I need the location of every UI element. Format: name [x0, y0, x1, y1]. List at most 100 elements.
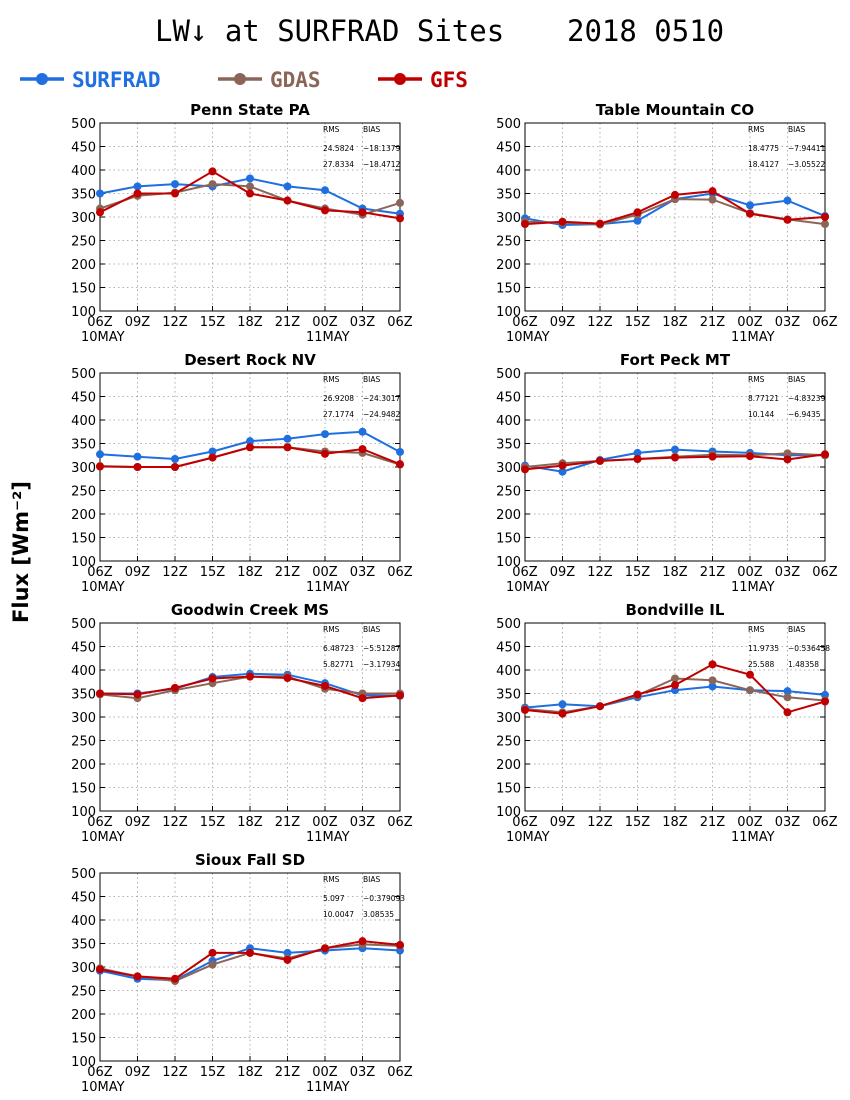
legend-label-surfrad: SURFRAD	[72, 68, 161, 92]
panel-title: Fort Peck MT	[620, 351, 731, 369]
data-point-surfrad	[783, 687, 792, 696]
data-point-gfs	[708, 452, 717, 461]
series-gdas	[521, 195, 829, 229]
stats-header-bias: BIAS	[788, 375, 805, 384]
stats-gdas-bias: −5.51287	[363, 644, 401, 653]
y-tick-label: 200	[496, 258, 521, 273]
x-tick-label: 21Z	[275, 815, 301, 830]
x-tick-label: 18Z	[237, 315, 263, 330]
data-point-gfs	[96, 689, 104, 698]
x-day-label-start: 10MAY	[81, 830, 125, 845]
x-tick-label: 18Z	[662, 565, 688, 580]
series-gfs	[521, 450, 829, 474]
data-point-gfs	[321, 206, 329, 215]
x-tick-label: 21Z	[275, 565, 301, 580]
data-point-gfs	[246, 672, 254, 681]
series-gfs	[521, 660, 829, 718]
grid	[525, 623, 825, 811]
panel-table-mountain-co: Table Mountain CO 100 150 200 250 300 350 400 45…	[496, 101, 838, 345]
data-point-surfrad	[358, 427, 367, 436]
y-tick-label: 500	[496, 617, 521, 632]
x-tick-label: 03Z	[775, 565, 801, 580]
data-point-gfs	[708, 187, 717, 196]
y-tick-label: 300	[496, 211, 521, 226]
x-tick-label: 03Z	[350, 815, 376, 830]
y-tick-label: 150	[71, 532, 96, 547]
stats-gdas-bias: −0.379093	[363, 894, 405, 903]
x-day-label-start: 10MAY	[506, 330, 550, 345]
x-tick-label: 21Z	[700, 315, 726, 330]
stats-header-bias: BIAS	[363, 875, 380, 884]
x-day-label-mid: 11MAY	[306, 830, 350, 845]
y-tick-label: 250	[71, 985, 96, 1000]
grid	[525, 123, 825, 311]
x-tick-label: 15Z	[625, 315, 651, 330]
stats-gfs-bias: −3.17934	[363, 660, 401, 669]
data-point-gdas	[208, 960, 217, 969]
x-tick-label: 18Z	[237, 1065, 263, 1080]
y-tick-label: 200	[71, 508, 96, 523]
stats-header-bias: BIAS	[363, 125, 380, 134]
grid	[525, 373, 825, 561]
x-tick-label: 06Z	[387, 315, 413, 330]
data-point-surfrad	[171, 455, 179, 464]
data-point-gfs	[208, 167, 217, 176]
x-tick-label: 12Z	[162, 815, 188, 830]
x-tick-label: 00Z	[312, 565, 338, 580]
data-point-gfs	[558, 217, 567, 226]
data-point-gdas	[396, 198, 404, 207]
y-tick-label: 200	[71, 1008, 96, 1023]
panel-title: Bondville IL	[626, 601, 725, 619]
data-point-gdas	[708, 195, 717, 204]
x-tick-label: 06Z	[387, 1065, 413, 1080]
stats-gdas-rms: 8.77121	[748, 394, 779, 403]
x-tick-label: 18Z	[237, 815, 263, 830]
legend-item-surfrad: SURFRAD	[20, 68, 161, 92]
y-tick-label: 350	[71, 188, 96, 203]
stats-gdas-rms: 26.9208	[323, 394, 354, 403]
y-tick-label: 500	[71, 367, 96, 382]
stats-gdas-rms: 6.48723	[323, 644, 354, 653]
data-point-surfrad	[633, 216, 642, 225]
data-point-gfs	[633, 455, 642, 464]
data-point-gfs	[821, 697, 829, 706]
x-tick-label: 12Z	[162, 315, 188, 330]
data-point-gfs	[821, 450, 829, 459]
x-tick-label: 00Z	[312, 1065, 338, 1080]
y-tick-label: 450	[71, 391, 96, 406]
x-tick-label: 09Z	[550, 815, 576, 830]
figure-title: LW↓ at SURFRAD Sites	[155, 14, 504, 48]
legend-marker-surfrad	[36, 73, 48, 85]
data-point-gfs	[671, 190, 679, 199]
y-tick-label: 400	[71, 914, 96, 929]
x-tick-label: 15Z	[625, 815, 651, 830]
x-tick-label: 12Z	[162, 1065, 188, 1080]
data-point-gfs	[521, 705, 529, 714]
data-point-gfs	[133, 189, 142, 198]
data-point-gfs	[171, 463, 179, 471]
stats-gfs-bias: 3.08535	[363, 910, 394, 919]
data-point-gfs	[783, 215, 792, 224]
panel-goodwin-creek-ms: Goodwin Creek MS 100 150 200 250 300 350 400 450…	[71, 601, 413, 845]
series-gfs	[96, 443, 404, 471]
panel-bondville-il: Bondville IL 100 150 200 250 300 350 400 450 500 0…	[496, 601, 838, 845]
data-point-gdas	[208, 180, 217, 189]
y-tick-label: 450	[71, 891, 96, 906]
data-point-gfs	[358, 208, 367, 217]
data-point-gfs	[358, 694, 367, 703]
panel-fort-peck-mt: Fort Peck MT 100 150 200 250 300 350 400 450 500 0…	[496, 351, 838, 595]
y-tick-label: 150	[496, 532, 521, 547]
y-tick-label: 400	[496, 664, 521, 679]
stats-gdas-rms: 24.5824	[323, 144, 354, 153]
data-point-gfs	[746, 209, 754, 218]
panel-title: Goodwin Creek MS	[171, 601, 329, 619]
data-point-gfs	[246, 948, 254, 957]
y-tick-label: 300	[71, 211, 96, 226]
y-tick-label: 350	[71, 938, 96, 953]
stats-header-bias: BIAS	[363, 625, 380, 634]
panel-sioux-fall-sd: Sioux Fall SD 100 150 200 250 300 350 400 450 500…	[71, 851, 413, 1095]
y-tick-label: 350	[71, 688, 96, 703]
data-point-gfs	[133, 972, 142, 981]
y-tick-label: 500	[71, 117, 96, 132]
data-point-gfs	[246, 443, 254, 452]
